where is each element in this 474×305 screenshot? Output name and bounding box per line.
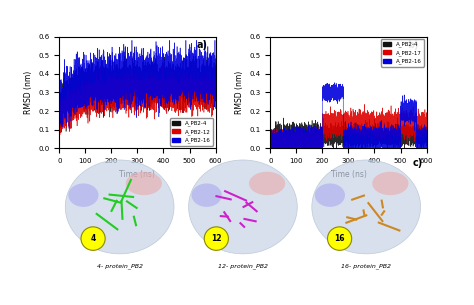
Y-axis label: RMSD (nm): RMSD (nm)	[235, 71, 244, 114]
Legend: A_PB2-4, A_PB2-12, A_PB2-16: A_PB2-4, A_PB2-12, A_PB2-16	[170, 118, 213, 145]
Ellipse shape	[189, 160, 297, 254]
Ellipse shape	[191, 183, 222, 207]
Text: 4: 4	[91, 234, 96, 243]
Circle shape	[204, 227, 228, 250]
Ellipse shape	[315, 183, 345, 207]
Text: 16: 16	[334, 234, 345, 243]
Circle shape	[328, 227, 352, 250]
Ellipse shape	[312, 160, 420, 254]
Text: 4- protein_PB2: 4- protein_PB2	[97, 264, 143, 269]
Text: 16- protein_PB2: 16- protein_PB2	[341, 264, 391, 269]
Ellipse shape	[249, 172, 285, 195]
Legend: A_PB2-4, A_PB2-17, A_PB2-16: A_PB2-4, A_PB2-17, A_PB2-16	[381, 39, 424, 66]
Ellipse shape	[65, 160, 174, 254]
Text: 12- protein_PB2: 12- protein_PB2	[218, 264, 268, 269]
Text: 12: 12	[211, 234, 221, 243]
Circle shape	[81, 227, 105, 250]
Ellipse shape	[68, 183, 99, 207]
Y-axis label: RMSD (nm): RMSD (nm)	[24, 71, 33, 114]
Text: b): b)	[407, 40, 419, 50]
Ellipse shape	[372, 172, 409, 195]
X-axis label: Time (ns): Time (ns)	[330, 170, 366, 179]
Text: c): c)	[413, 158, 423, 168]
X-axis label: Time (ns): Time (ns)	[119, 170, 155, 179]
Text: a): a)	[197, 40, 208, 50]
Ellipse shape	[126, 172, 162, 195]
